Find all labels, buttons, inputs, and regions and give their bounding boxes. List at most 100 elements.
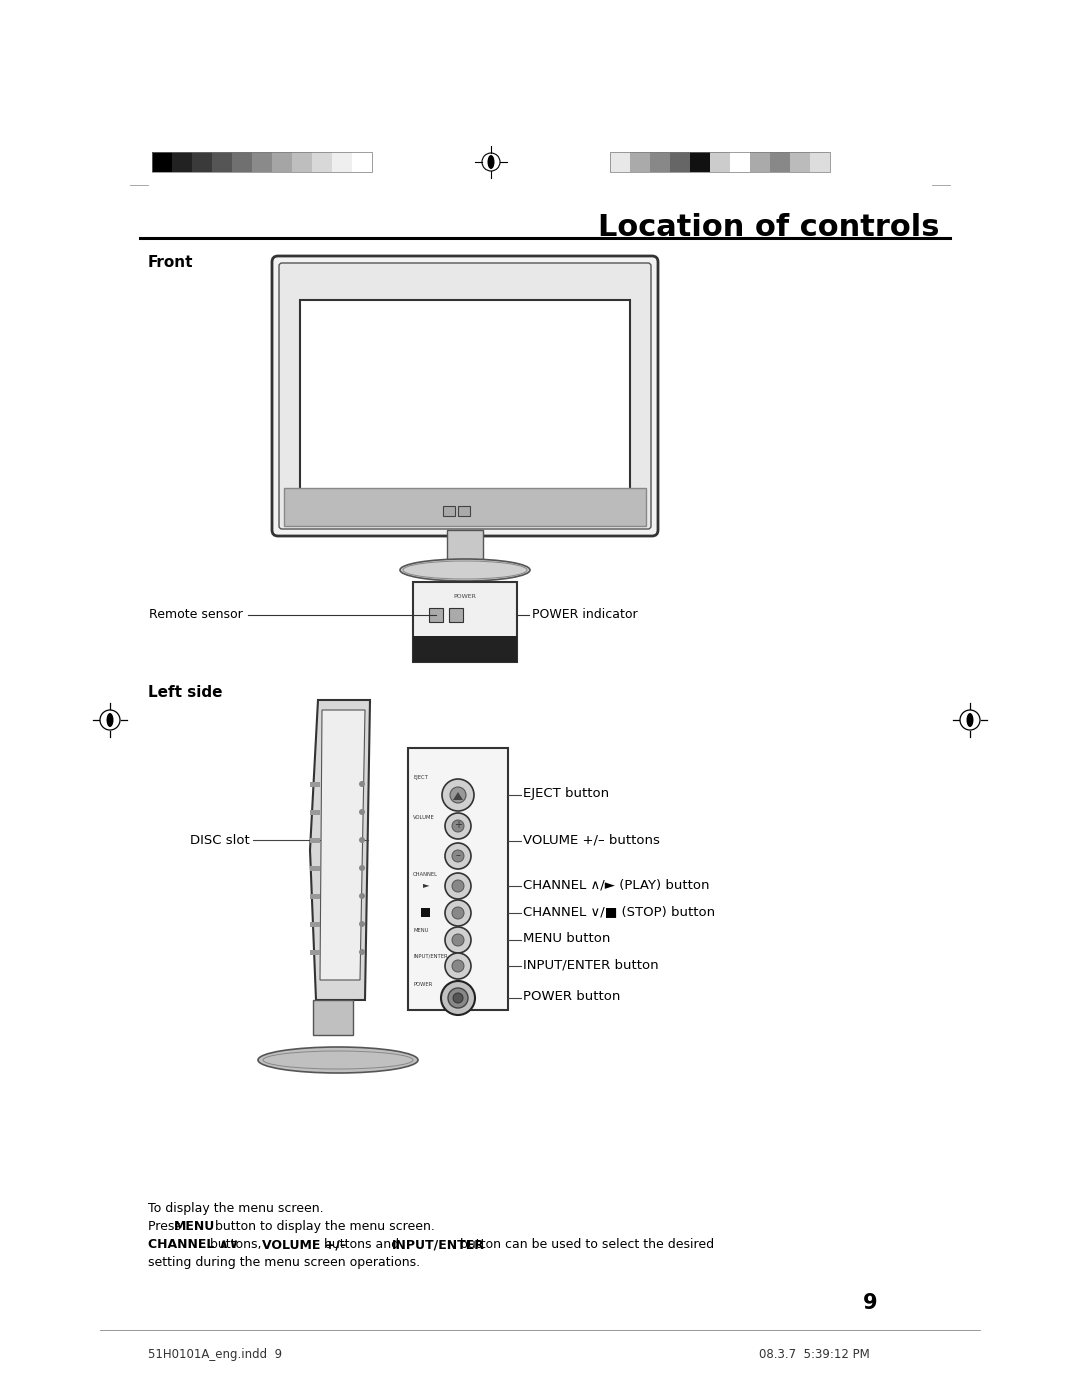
Bar	[272, 152, 292, 172]
Bar	[152, 152, 172, 172]
Text: 51H0101A_eng.indd  9: 51H0101A_eng.indd 9	[148, 1348, 282, 1361]
Text: button can be used to select the desired: button can be used to select the desired	[457, 1238, 715, 1250]
Bar	[352, 152, 372, 172]
Ellipse shape	[107, 712, 113, 726]
Text: Left side: Left side	[148, 685, 222, 700]
Circle shape	[453, 993, 463, 1003]
Bar	[421, 908, 430, 916]
Bar	[690, 152, 710, 172]
Circle shape	[359, 865, 365, 870]
Bar	[310, 950, 320, 956]
Bar	[232, 152, 252, 172]
Ellipse shape	[258, 1046, 418, 1073]
Text: To display the menu screen.: To display the menu screen.	[148, 1201, 324, 1215]
Text: buttons and: buttons and	[320, 1238, 403, 1250]
Bar	[310, 922, 320, 928]
Circle shape	[453, 820, 464, 833]
Text: Remote sensor: Remote sensor	[149, 608, 243, 620]
Ellipse shape	[967, 712, 973, 726]
Circle shape	[453, 849, 464, 862]
Bar	[443, 506, 455, 515]
Polygon shape	[310, 700, 370, 1000]
Ellipse shape	[487, 155, 495, 169]
Text: CHANNEL ∨/■ (STOP) button: CHANNEL ∨/■ (STOP) button	[523, 905, 715, 918]
Bar	[750, 152, 770, 172]
Text: POWER indicator: POWER indicator	[532, 608, 637, 620]
Circle shape	[441, 981, 475, 1016]
Text: POWER: POWER	[454, 594, 476, 599]
Text: button to display the menu screen.: button to display the menu screen.	[211, 1220, 435, 1234]
Bar	[310, 894, 320, 900]
Bar	[300, 300, 630, 509]
FancyBboxPatch shape	[272, 256, 658, 536]
Text: DISC slot: DISC slot	[190, 834, 249, 847]
Bar	[670, 152, 690, 172]
Circle shape	[359, 921, 365, 928]
Bar	[332, 152, 352, 172]
Bar	[310, 838, 320, 842]
Bar	[770, 152, 789, 172]
Bar	[610, 152, 630, 172]
Text: buttons,: buttons,	[206, 1238, 266, 1250]
Bar	[212, 152, 232, 172]
Text: EJECT: EJECT	[413, 775, 428, 780]
Text: +: +	[454, 820, 462, 830]
Text: INPUT/ENTER: INPUT/ENTER	[413, 954, 447, 958]
Circle shape	[448, 988, 468, 1009]
Text: MENU: MENU	[174, 1220, 215, 1234]
Ellipse shape	[400, 559, 530, 581]
Circle shape	[359, 893, 365, 900]
Bar	[310, 782, 320, 787]
Bar	[152, 152, 372, 172]
Bar	[252, 152, 272, 172]
Circle shape	[450, 787, 465, 803]
Bar	[458, 506, 470, 515]
Text: –: –	[456, 849, 460, 861]
Polygon shape	[453, 792, 463, 800]
Circle shape	[445, 813, 471, 840]
Circle shape	[442, 780, 474, 812]
Bar	[284, 488, 646, 527]
Text: Press: Press	[148, 1220, 185, 1234]
Bar	[413, 636, 517, 662]
Bar	[310, 810, 320, 814]
Circle shape	[453, 960, 464, 972]
Bar	[172, 152, 192, 172]
Bar	[284, 488, 646, 527]
Bar	[429, 608, 443, 622]
Text: EJECT button: EJECT button	[523, 788, 609, 800]
Bar	[313, 1000, 353, 1035]
Circle shape	[359, 809, 365, 814]
Text: CHANNEL ∧/► (PLAY) button: CHANNEL ∧/► (PLAY) button	[523, 879, 710, 891]
Text: VOLUME: VOLUME	[413, 814, 435, 820]
Text: Location of controls: Location of controls	[598, 212, 940, 242]
Text: 08.3.7  5:39:12 PM: 08.3.7 5:39:12 PM	[759, 1348, 870, 1361]
Text: CHANNEL: CHANNEL	[413, 872, 438, 877]
Text: VOLUME +/– buttons: VOLUME +/– buttons	[523, 834, 660, 847]
FancyBboxPatch shape	[279, 263, 651, 529]
Text: POWER button: POWER button	[523, 990, 620, 1003]
Circle shape	[445, 953, 471, 979]
Circle shape	[453, 935, 464, 946]
Circle shape	[359, 949, 365, 956]
Bar	[789, 152, 810, 172]
Text: INPUT/ENTER button: INPUT/ENTER button	[523, 958, 659, 971]
Text: 9: 9	[863, 1294, 877, 1313]
Bar	[810, 152, 831, 172]
Circle shape	[453, 907, 464, 919]
Text: MENU button: MENU button	[523, 933, 610, 946]
Bar	[449, 608, 463, 622]
Bar	[710, 152, 730, 172]
Circle shape	[445, 900, 471, 926]
Text: CHANNEL ∧∨: CHANNEL ∧∨	[148, 1238, 239, 1250]
Circle shape	[453, 880, 464, 893]
Bar	[447, 529, 483, 564]
Bar	[610, 152, 831, 172]
Bar	[408, 747, 508, 1010]
Text: setting during the menu screen operations.: setting during the menu screen operation…	[148, 1256, 420, 1268]
Text: INPUT/ENTER: INPUT/ENTER	[392, 1238, 485, 1250]
Text: Front: Front	[148, 256, 193, 270]
Text: POWER: POWER	[413, 982, 432, 988]
Bar	[630, 152, 650, 172]
Bar	[312, 152, 332, 172]
